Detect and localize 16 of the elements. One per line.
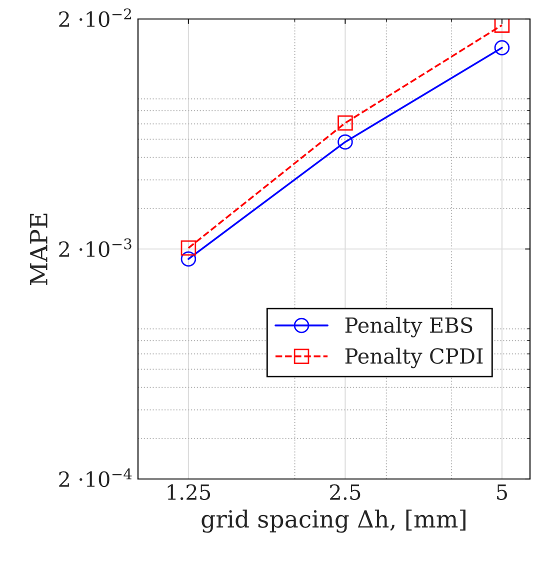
legend-label: Penalty CPDI [345,348,483,368]
y-tick-label: 2 ·10$^{−3}$ [59,238,132,258]
point [180,251,196,267]
point [494,19,510,33]
y-tick-label: 2 ·10$^{−2}$ [59,8,131,28]
x-axis-title: grid spacing Δh, [mm] [202,510,466,533]
point [338,134,353,150]
x-tick-label: 1.25 [168,484,210,500]
y-tick-label: 2 ·10$^{−4}$ [59,468,132,488]
point [338,115,353,131]
point [180,240,196,256]
point [494,40,510,56]
x-tick-label: 2.5 [330,484,360,500]
x-tick-label: 5 [497,484,507,500]
legend-label: Penalty EBS [345,316,472,338]
y-axis-title: MAPE [30,214,48,285]
